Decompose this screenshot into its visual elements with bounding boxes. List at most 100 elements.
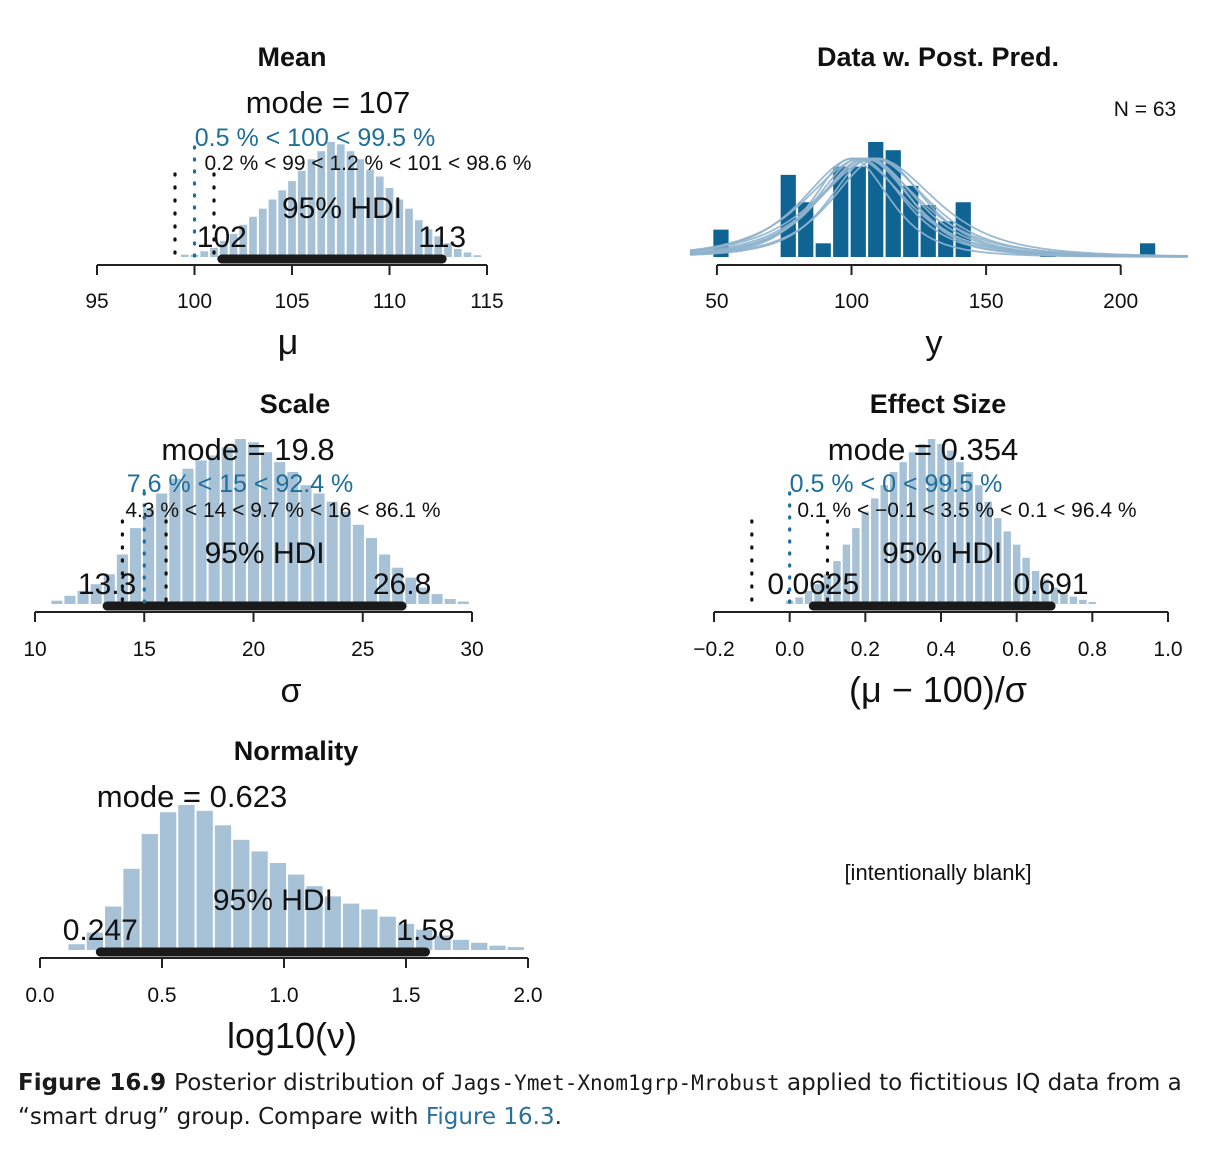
effect-x-tick-label: 1.0: [1153, 638, 1182, 661]
effect-comp-text: 0.5 % < 0 < 99.5 %: [790, 470, 1003, 498]
mean-bar: [307, 159, 316, 257]
scale-bar: [129, 528, 142, 604]
effect-bar: [1022, 557, 1030, 604]
scale-x-tick-label: 15: [133, 638, 156, 661]
effect-x-label: (μ − 100)/σ: [849, 669, 1027, 710]
effect-bar: [814, 584, 822, 604]
mean-comp-text: 0.5 % < 100 < 99.5 %: [195, 124, 435, 152]
mean-bar: [336, 144, 345, 257]
caption-label: Figure 16.9: [18, 1070, 167, 1096]
effect-bar: [927, 439, 936, 604]
caption-figure-link[interactable]: Figure 16.3: [425, 1104, 555, 1130]
scale-hdi-high-label: 26.8: [373, 568, 431, 601]
mean-hdi-low-label: 102: [197, 221, 247, 254]
normality-x-tick-label: 1.5: [391, 984, 420, 1007]
mean-bar: [414, 220, 423, 257]
effect-hdi-high-label: 0.691: [1014, 568, 1089, 601]
data-predictive-curve: [689, 157, 1188, 258]
data-title: Data w. Post. Pred.: [817, 42, 1059, 72]
mean-hdi-high-label: 113: [418, 221, 466, 254]
scale-bar: [103, 574, 115, 604]
scale-x-tick-label: 25: [351, 638, 374, 661]
scale-bar: [156, 493, 168, 604]
normality-bar: [233, 839, 250, 950]
scale-bar: [195, 460, 207, 604]
effect-bar: [1079, 599, 1087, 604]
mean-bar: [395, 199, 404, 257]
normality-hdi-high-label: 1.58: [396, 914, 454, 947]
mean-x-tick-label: 110: [373, 290, 406, 313]
mean-bar: [239, 224, 248, 257]
normality-bar: [434, 935, 451, 950]
effect-x-tick-label: −0.2: [693, 638, 734, 661]
normality-hdi-text: 95% HDI: [213, 884, 333, 917]
normality-bar: [489, 945, 506, 950]
scale-bar: [326, 501, 338, 604]
effect-hdi-text: 95% HDI: [882, 537, 1002, 570]
effect-bar: [1088, 602, 1097, 604]
scale-bar: [208, 455, 220, 604]
mean-bar: [434, 236, 443, 257]
mean-x-tick-label: 115: [470, 290, 503, 313]
mean-bar: [424, 229, 433, 257]
scale-hdi-text: 95% HDI: [205, 537, 325, 570]
mean-bar: [463, 252, 472, 257]
effect-bar: [880, 485, 888, 604]
mean-bar: [453, 248, 462, 257]
scale-bar: [221, 447, 233, 604]
normality-x-tick-label: 1.0: [269, 984, 298, 1007]
scale-mode-text: mode = 19.8: [161, 432, 334, 467]
effect-bar: [965, 472, 974, 604]
data-bar: [815, 243, 831, 257]
data-x-tick-label: 200: [1103, 290, 1138, 313]
scale-bar: [457, 601, 469, 604]
effect-hdi-low-label: 0.0625: [767, 568, 859, 601]
normality-bar: [251, 851, 268, 950]
caption-text-1: Posterior distribution of: [174, 1070, 444, 1096]
normality-bar: [196, 810, 213, 950]
data-bar: [1140, 243, 1156, 257]
scale-hdi-low-label: 13.3: [78, 568, 136, 601]
mean-x-tick-label: 100: [177, 290, 212, 313]
effect-x-tick-label: 0.2: [851, 638, 880, 661]
mean-bar: [268, 199, 277, 257]
data-x-tick-label: 150: [969, 290, 1004, 313]
blank-panel-text: [intentionally blank]: [844, 860, 1031, 885]
data-bar: [850, 166, 866, 257]
scale-rope-text: 4.3 % < 14 < 9.7 % < 16 < 86.1 %: [125, 499, 440, 522]
scale-bar: [51, 600, 63, 604]
effect-bar: [946, 450, 955, 604]
effect-bar: [908, 452, 917, 604]
caption-code: Jags-Ymet-Xnom1grp-Mrobust: [450, 1071, 780, 1095]
mean-x-label: μ: [278, 321, 299, 362]
data-x-tick-label: 50: [705, 290, 728, 313]
normality-hdi-low-label: 0.247: [63, 914, 138, 947]
effect-bar: [975, 485, 983, 604]
scale-bar: [247, 442, 260, 604]
mean-bar: [278, 190, 287, 257]
normality-bar: [214, 825, 232, 950]
scale-bar: [392, 567, 404, 604]
effect-bar: [937, 443, 945, 604]
normality-x-tick-label: 2.0: [513, 984, 542, 1007]
data-bar: [780, 174, 796, 257]
effect-bar: [956, 462, 964, 604]
effect-bar: [1031, 571, 1040, 604]
mean-x-tick-label: 105: [274, 290, 309, 313]
mean-bar: [327, 142, 335, 257]
scale-bar: [77, 590, 89, 604]
effect-bar: [1050, 587, 1059, 604]
scale-title: Scale: [260, 389, 331, 419]
figure-caption: Figure 16.9 Posterior distribution of Jag…: [18, 1066, 1213, 1134]
scale-bar: [234, 439, 246, 604]
normality-bar: [269, 863, 287, 950]
scale-x-tick-label: 20: [242, 638, 265, 661]
normality-x-label: log10(ν): [227, 1015, 357, 1056]
effect-bar: [842, 544, 851, 604]
mean-bar: [180, 254, 189, 257]
effect-x-tick-label: 0.6: [1002, 638, 1031, 661]
normality-bar: [324, 896, 341, 950]
scale-x-tick-label: 30: [460, 638, 483, 661]
data-predictive-curve: [689, 157, 1188, 257]
mean-bar: [385, 188, 394, 257]
